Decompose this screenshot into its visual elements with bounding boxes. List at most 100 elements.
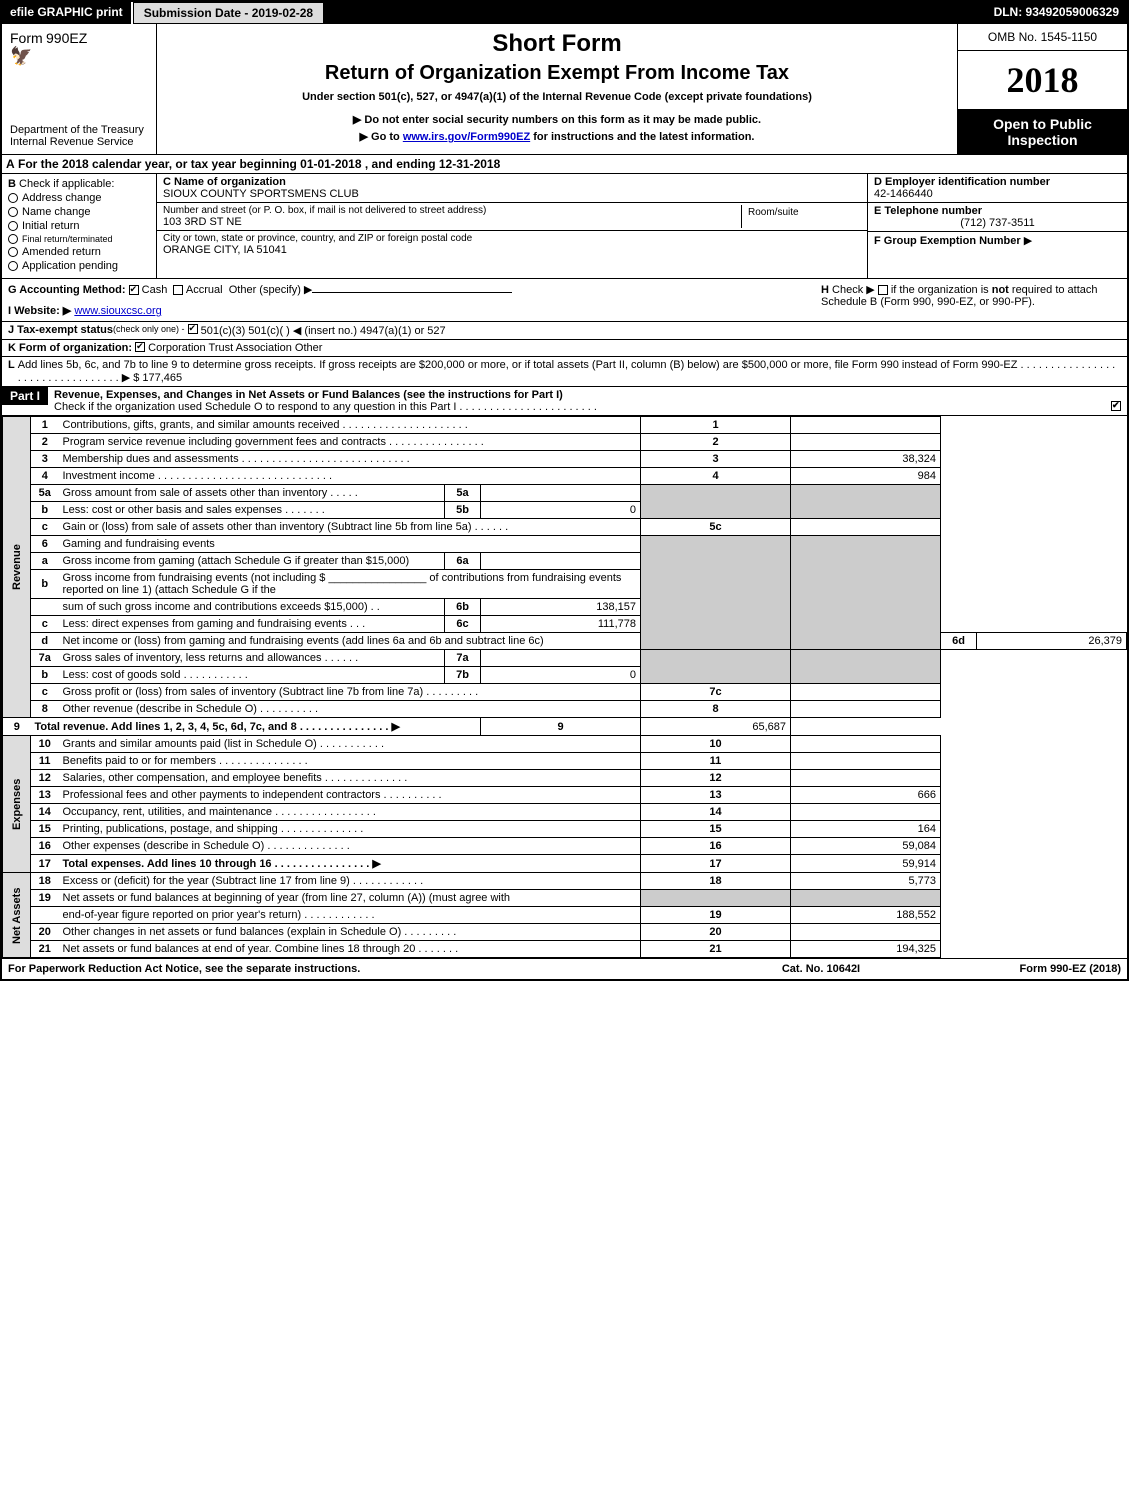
right-val: 5,773 [791, 873, 941, 890]
right-val [791, 770, 941, 787]
right-num: 19 [641, 907, 791, 924]
gray-cell [641, 650, 791, 684]
lbl-application-pending: Application pending [22, 260, 118, 272]
goto-post: for instructions and the latest informat… [533, 131, 754, 143]
lbl-initial-return: Initial return [22, 220, 79, 232]
line-num: 7a [31, 650, 59, 667]
part-i-title: Revenue, Expenses, and Changes in Net As… [54, 389, 563, 401]
right-num: 9 [481, 718, 641, 736]
mid-val: 0 [481, 502, 641, 519]
expenses-side-label: Expenses [3, 736, 31, 873]
dept-irs: Internal Revenue Service [10, 136, 148, 148]
section-def: D Employer identification number 42-1466… [867, 174, 1127, 278]
line-a-prefix: A [6, 157, 15, 171]
chk-accrual[interactable] [173, 285, 183, 295]
right-num: 14 [641, 804, 791, 821]
right-num: 11 [641, 753, 791, 770]
line-desc: Less: direct expenses from gaming and fu… [59, 616, 445, 633]
line-num: 12 [31, 770, 59, 787]
chk-address-change[interactable] [8, 193, 18, 203]
line-desc: Gross income from gaming (attach Schedul… [59, 553, 445, 570]
right-val [791, 434, 941, 451]
chk-final-return[interactable] [8, 234, 18, 244]
right-num: 15 [641, 821, 791, 838]
line-desc: Gross sales of inventory, less returns a… [59, 650, 445, 667]
phone-value: (712) 737-3511 [874, 217, 1121, 229]
chk-schedule-b[interactable] [878, 285, 888, 295]
right-num: 12 [641, 770, 791, 787]
form-ref: Form 990-EZ (2018) [921, 963, 1121, 975]
cat-number: Cat. No. 10642I [721, 963, 921, 975]
gray-cell [791, 485, 941, 519]
gray-cell [791, 536, 941, 650]
line-num: b [31, 502, 59, 519]
line-num: a [31, 553, 59, 570]
other-specify-input[interactable] [312, 292, 512, 293]
line-num: 5a [31, 485, 59, 502]
line-num: 6 [31, 536, 59, 553]
revenue-side-label: Revenue [3, 417, 31, 718]
right-val [791, 924, 941, 941]
line-desc: Gross income from fundraising events (no… [59, 570, 641, 599]
right-val [791, 736, 941, 753]
chk-amended-return[interactable] [8, 247, 18, 257]
form-number: 990EZ [46, 30, 87, 46]
lbl-other: Other (specify) ▶ [229, 284, 313, 296]
line-desc: Gain or (loss) from sale of assets other… [59, 519, 641, 536]
year-end: 12-31-2018 [439, 157, 500, 171]
line-num: c [31, 616, 59, 633]
line-desc: Program service revenue including govern… [59, 434, 641, 451]
gray-cell [641, 536, 791, 650]
line-desc: Gross profit or (loss) from sales of inv… [59, 684, 641, 701]
line-desc: Total expenses. Add lines 10 through 16 … [59, 855, 641, 873]
line-desc: Investment income . . . . . . . . . . . … [59, 468, 641, 485]
line-desc: sum of such gross income and contributio… [59, 599, 445, 616]
chk-schedule-o-part-i[interactable] [1111, 401, 1121, 411]
line-desc: Less: cost of goods sold . . . . . . . .… [59, 667, 445, 684]
line-desc: Salaries, other compensation, and employ… [59, 770, 641, 787]
chk-initial-return[interactable] [8, 221, 18, 231]
line-num [31, 907, 59, 924]
right-val [791, 701, 941, 718]
chk-501c3[interactable] [188, 324, 198, 334]
part-i-header-row: Part I Revenue, Expenses, and Changes in… [2, 386, 1127, 416]
mid-val: 138,157 [481, 599, 641, 616]
right-num: 1 [641, 417, 791, 434]
chk-name-change[interactable] [8, 207, 18, 217]
form-header: Form 990EZ 🦅 Department of the Treasury … [2, 24, 1127, 155]
part-i-label: Part I [2, 387, 48, 405]
part-i-table: Revenue 1 Contributions, gifts, grants, … [2, 416, 1127, 958]
line-desc: Other revenue (describe in Schedule O) .… [59, 701, 641, 718]
line-h-label: H [821, 284, 829, 296]
website-link[interactable]: www.siouxcsc.org [74, 305, 161, 317]
mid-val [481, 485, 641, 502]
right-val [791, 753, 941, 770]
city-value: ORANGE CITY, IA 51041 [163, 244, 861, 256]
right-num: 10 [641, 736, 791, 753]
irs-link[interactable]: www.irs.gov/Form990EZ [403, 131, 530, 143]
form-title: Short Form [167, 30, 947, 58]
chk-application-pending[interactable] [8, 261, 18, 271]
right-val: 984 [791, 468, 941, 485]
line-a-pre: For the 2018 calendar year, or tax year … [18, 157, 300, 171]
right-val: 59,914 [791, 855, 941, 873]
line-desc: Professional fees and other payments to … [59, 787, 641, 804]
line-l-text: Add lines 5b, 6c, and 7b to line 9 to de… [18, 359, 1121, 384]
org-name: SIOUX COUNTY SPORTSMENS CLUB [163, 188, 861, 200]
open-to-public: Open to Public Inspection [958, 110, 1127, 154]
mid-num: 6c [445, 616, 481, 633]
room-label: Room/suite [748, 207, 855, 218]
chk-cash[interactable] [129, 285, 139, 295]
line-num: 4 [31, 468, 59, 485]
lbl-name-change: Name change [22, 206, 91, 218]
form-of-org-label: K Form of organization: [8, 342, 132, 354]
netassets-side-label: Net Assets [3, 873, 31, 958]
right-val: 194,325 [791, 941, 941, 958]
lbl-final-return: Final return/terminated [22, 234, 113, 244]
chk-corporation[interactable] [135, 342, 145, 352]
line-desc: Net assets or fund balances at beginning… [59, 890, 641, 907]
form-prefix: Form [10, 30, 43, 46]
right-num: 6d [941, 633, 977, 650]
tax-exempt-opts: 501(c)(3) 501(c)( ) ◀ (insert no.) 4947(… [201, 324, 446, 337]
accounting-method-label: G Accounting Method: [8, 284, 126, 296]
